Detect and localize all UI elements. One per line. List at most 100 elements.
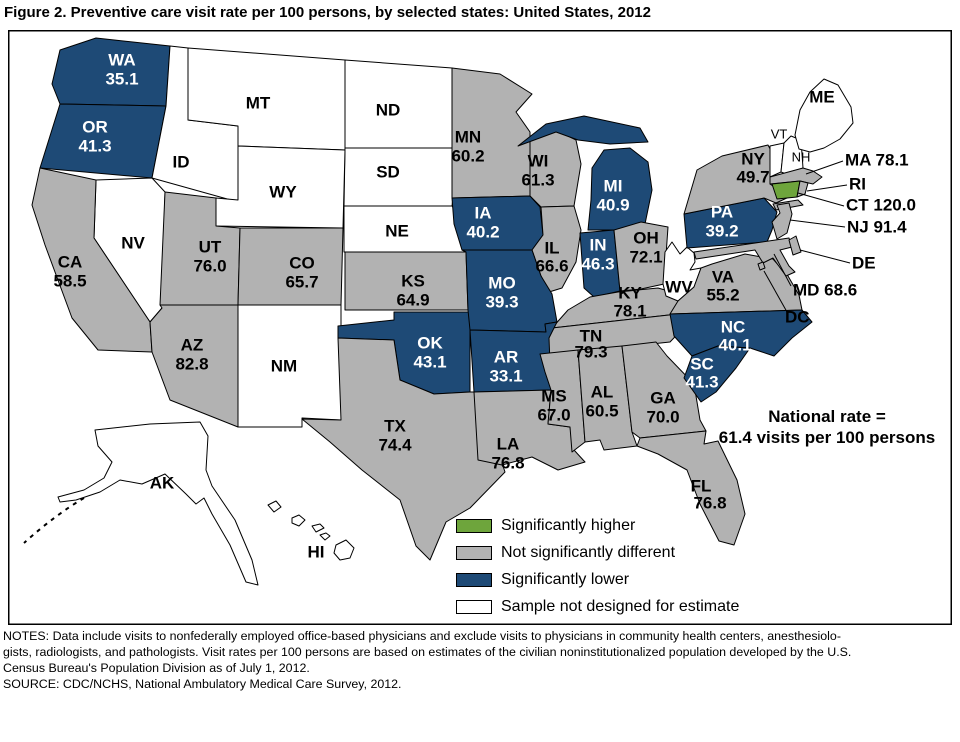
leader-line-md	[773, 253, 792, 287]
state-label-ny: NY	[741, 150, 765, 169]
legend-row-higher: Significantly higher	[456, 512, 739, 539]
state-ca	[31, 167, 153, 353]
legend-label-nsd: Not significantly different	[501, 543, 676, 561]
leader-line-ct	[797, 192, 845, 207]
state-ct	[771, 180, 801, 200]
state-label-ia: IA	[475, 204, 492, 223]
state-label-wv: WV	[665, 278, 693, 297]
legend-swatch-nsd	[456, 545, 492, 560]
state-nc	[669, 309, 813, 357]
source-line: SOURCE: CDC/NCHS, National Ambulatory Me…	[3, 677, 402, 691]
state-value-il: 66.6	[535, 257, 568, 276]
state-value-ky: 78.1	[613, 302, 646, 321]
state-sc	[683, 345, 751, 403]
state-label-al: AL	[591, 383, 614, 402]
legend-row-lower: Significantly lower	[456, 566, 739, 593]
state-value-al: 60.5	[585, 402, 618, 421]
state-label-hi: HI	[308, 543, 325, 562]
state-value-wi: 61.3	[521, 171, 554, 190]
figure-title: Figure 2. Preventive care visit rate per…	[4, 4, 651, 21]
state-value-sc: 41.3	[685, 373, 718, 392]
state-hi-oahu	[291, 514, 306, 527]
state-value-oh: 72.1	[629, 248, 662, 267]
state-label-mo: MO	[488, 274, 515, 293]
state-label-nv: NV	[121, 234, 145, 253]
state-value-co: 65.7	[285, 273, 318, 292]
callout-label-dc: DC	[785, 308, 810, 327]
leader-line-dc	[763, 270, 788, 313]
state-label-mi: MI	[604, 177, 623, 196]
state-label-nd: ND	[376, 101, 401, 120]
state-label-ca: CA	[58, 253, 83, 272]
state-value-ut: 76.0	[193, 257, 226, 276]
state-hi-molokai	[311, 523, 325, 533]
legend-label-lower: Significantly lower	[501, 570, 630, 588]
state-label-ak: AK	[150, 474, 175, 493]
state-value-or: 41.3	[78, 137, 111, 156]
state-mi-upper	[517, 115, 649, 147]
state-ga	[621, 341, 707, 439]
state-label-nm: NM	[271, 357, 297, 376]
state-label-mt: MT	[246, 94, 271, 113]
state-label-id: ID	[173, 153, 190, 172]
state-label-ks: KS	[401, 272, 425, 291]
state-label-or: OR	[82, 118, 108, 137]
state-shapes	[23, 37, 854, 586]
state-nm	[237, 304, 342, 428]
state-label-va: VA	[712, 268, 734, 287]
state-nj	[771, 202, 793, 240]
state-label-tx: TX	[384, 417, 406, 436]
state-label-co: CO	[289, 254, 315, 273]
state-value-fl: 76.8	[693, 494, 726, 513]
state-label-ne: NE	[385, 222, 409, 241]
state-value-va: 55.2	[706, 286, 739, 305]
state-labels: WA 35.1 OR 41.3 CA 58.5 NV ID MT WY UT 7…	[53, 51, 915, 562]
national-rate-line1: National rate =	[768, 407, 886, 426]
state-value-ms: 67.0	[537, 406, 570, 425]
state-label-pa: PA	[711, 203, 733, 222]
callout-label-de: DE	[852, 254, 876, 273]
state-mi	[587, 147, 653, 231]
callout-label-md: MD 68.6	[793, 281, 857, 300]
state-value-mn: 60.2	[451, 147, 484, 166]
legend-swatch-nde	[456, 599, 492, 614]
state-de	[788, 235, 802, 256]
state-value-ar: 33.1	[489, 367, 522, 386]
state-value-mi: 40.9	[596, 196, 629, 215]
state-value-pa: 39.2	[705, 222, 738, 241]
state-label-ok: OK	[417, 334, 443, 353]
state-hi-maui	[319, 532, 331, 541]
state-label-mn: MN	[455, 128, 481, 147]
state-value-ny: 49.7	[736, 168, 769, 187]
state-value-ok: 43.1	[413, 353, 446, 372]
notes-line-1: NOTES: Data include visits to nonfederal…	[3, 629, 841, 643]
figure-notes: NOTES: Data include visits to nonfederal…	[3, 628, 957, 692]
national-rate-line2: 61.4 visits per 100 persons	[718, 428, 936, 447]
state-value-ca: 58.5	[53, 272, 86, 291]
state-sd	[343, 147, 458, 207]
map-legend: Significantly higher Not significantly d…	[456, 512, 739, 620]
state-value-tx: 74.4	[378, 436, 412, 455]
state-value-in: 46.3	[581, 255, 614, 274]
national-rate-annotation: National rate = 61.4 visits per 100 pers…	[702, 406, 952, 448]
state-label-sc: SC	[690, 355, 714, 374]
state-value-nc: 40.1	[718, 336, 751, 355]
state-label-sd: SD	[376, 163, 400, 182]
callout-label-ri: RI	[849, 175, 866, 194]
legend-swatch-higher	[456, 518, 492, 533]
state-label-vt: VT	[771, 127, 788, 142]
notes-line-3: Census Bureau's Population Division as o…	[3, 661, 310, 675]
callout-label-ma: MA 78.1	[845, 151, 909, 170]
state-value-ks: 64.9	[396, 291, 429, 310]
state-ak	[57, 421, 259, 586]
state-tx	[301, 337, 506, 561]
state-il	[531, 205, 582, 293]
state-value-ia: 40.2	[466, 223, 499, 242]
state-label-fl: FL	[691, 477, 712, 496]
state-label-wa: WA	[108, 51, 135, 70]
leader-line-ri	[806, 184, 848, 192]
leader-line-ma	[805, 160, 844, 175]
state-label-ky: KY	[618, 284, 642, 303]
